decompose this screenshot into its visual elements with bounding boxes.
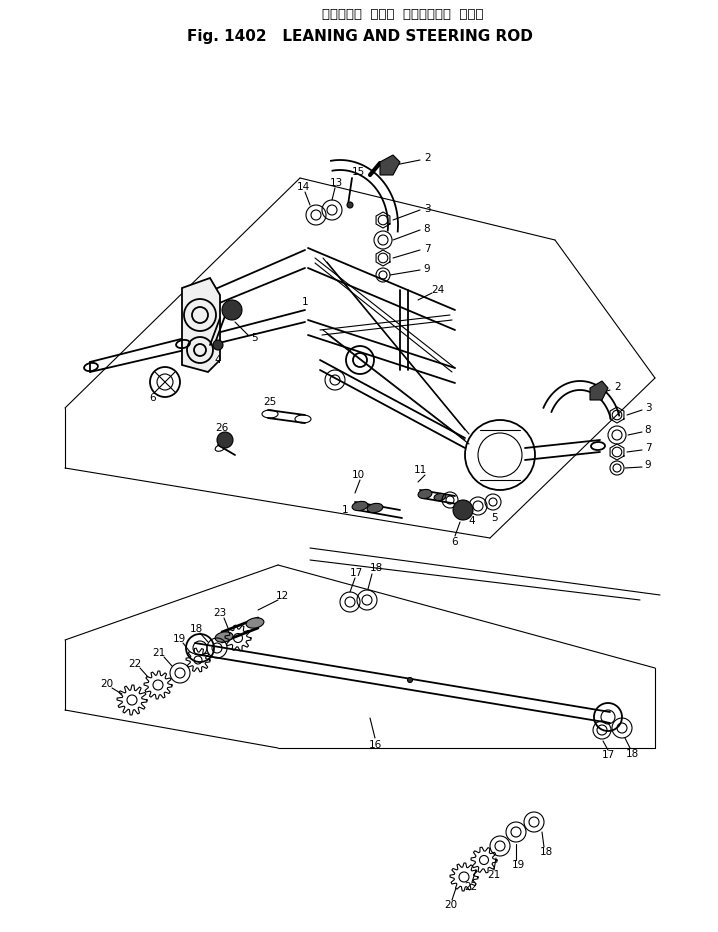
Text: 10: 10 (351, 470, 365, 480)
Text: 21: 21 (488, 870, 500, 880)
Text: 21: 21 (152, 648, 166, 658)
Ellipse shape (215, 632, 233, 642)
Text: 17: 17 (350, 568, 363, 578)
Text: 1: 1 (342, 505, 348, 515)
Text: 26: 26 (215, 423, 228, 433)
Text: 22: 22 (129, 659, 141, 669)
Text: 14: 14 (297, 182, 309, 192)
Text: 16: 16 (368, 740, 382, 750)
Text: 6: 6 (149, 393, 157, 403)
Circle shape (213, 340, 223, 350)
Circle shape (408, 678, 413, 682)
Ellipse shape (352, 501, 368, 511)
Text: 3: 3 (424, 204, 430, 214)
Text: 7: 7 (424, 244, 430, 254)
Text: 1: 1 (302, 297, 308, 307)
Text: 2: 2 (424, 153, 432, 163)
Polygon shape (182, 278, 220, 372)
Polygon shape (590, 381, 608, 400)
Text: 18: 18 (625, 749, 638, 759)
Text: 24: 24 (432, 285, 444, 295)
Text: 13: 13 (330, 178, 342, 188)
Circle shape (217, 432, 233, 448)
Text: 6: 6 (452, 537, 458, 547)
Text: 18: 18 (190, 624, 202, 634)
Ellipse shape (367, 503, 383, 513)
Text: 8: 8 (645, 425, 651, 435)
Text: 22: 22 (465, 882, 477, 892)
Text: 2: 2 (615, 382, 621, 392)
Text: 19: 19 (511, 860, 525, 870)
Text: 20: 20 (444, 900, 457, 910)
Text: 4: 4 (469, 516, 475, 526)
Text: 9: 9 (645, 460, 651, 470)
Text: 17: 17 (602, 750, 615, 760)
Text: 12: 12 (276, 591, 289, 601)
Circle shape (347, 202, 353, 208)
Text: 4: 4 (215, 355, 221, 365)
Text: Fig. 1402   LEANING AND STEERING ROD: Fig. 1402 LEANING AND STEERING ROD (187, 29, 533, 44)
Text: 19: 19 (172, 634, 186, 644)
Text: 7: 7 (645, 443, 651, 453)
Ellipse shape (434, 493, 446, 500)
Text: 25: 25 (264, 397, 276, 407)
Circle shape (453, 500, 473, 520)
Text: 15: 15 (351, 167, 365, 177)
Circle shape (222, 300, 242, 320)
Text: 5: 5 (252, 333, 258, 343)
Text: 18: 18 (539, 847, 553, 857)
Ellipse shape (418, 489, 432, 499)
Text: リーニング  および  ステアリング  ロッド: リーニング および ステアリング ロッド (322, 8, 484, 21)
Text: 23: 23 (213, 608, 227, 618)
Text: 5: 5 (490, 513, 498, 523)
Text: 3: 3 (645, 403, 651, 413)
Text: 8: 8 (424, 224, 430, 234)
Text: 11: 11 (414, 465, 426, 475)
Polygon shape (380, 155, 400, 175)
Ellipse shape (246, 618, 264, 628)
Text: 9: 9 (424, 264, 430, 274)
Text: 20: 20 (101, 679, 113, 689)
Text: 18: 18 (369, 563, 383, 573)
